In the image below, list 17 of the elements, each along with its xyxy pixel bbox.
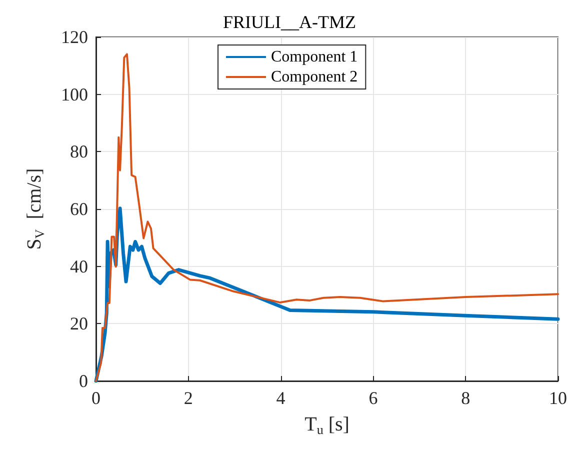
- y-tick-label: 100: [61, 84, 88, 104]
- chart-title: FRIULI__A-TMZ: [223, 12, 356, 32]
- x-tick-label: 0: [92, 388, 100, 408]
- y-tick-label: 120: [61, 27, 88, 47]
- y-axis-title: SV [cm/s]: [24, 168, 47, 250]
- x-tick-label: 4: [276, 388, 286, 408]
- y-tick-label: 40: [70, 256, 88, 276]
- x-tick-label: 8: [461, 388, 470, 408]
- y-tick-label: 60: [70, 199, 88, 219]
- y-tick-label: 20: [70, 314, 88, 334]
- x-tick-label: 6: [368, 388, 378, 408]
- x-tick-label: 2: [184, 388, 193, 408]
- y-tick-label: 0: [79, 371, 88, 391]
- y-tick-label: 80: [70, 142, 88, 162]
- x-tick-label: 10: [549, 388, 567, 408]
- legend-label: Component 1: [271, 48, 358, 66]
- legend-label: Component 2: [271, 68, 358, 86]
